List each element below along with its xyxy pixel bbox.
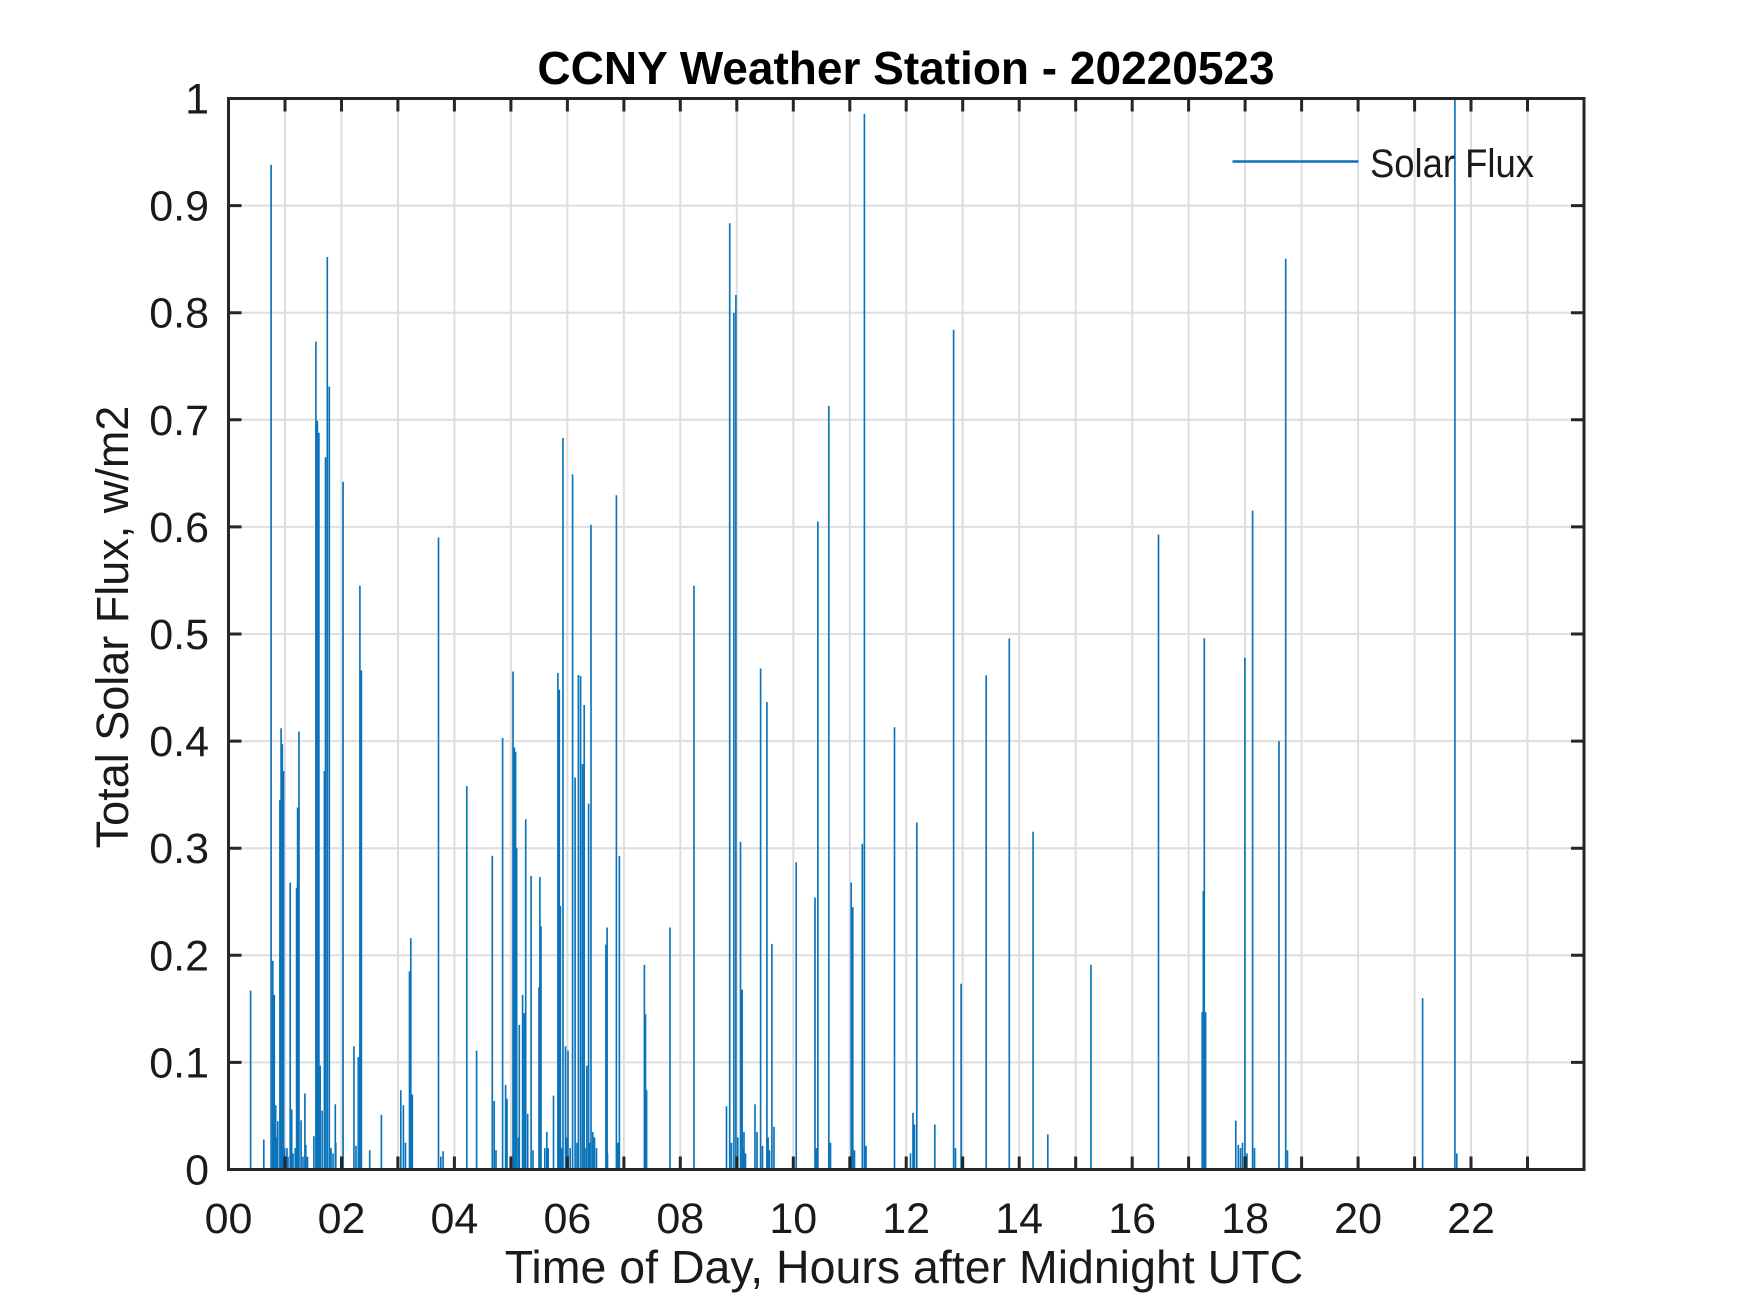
svg-text:12: 12	[882, 1195, 930, 1243]
svg-text:00: 00	[205, 1195, 253, 1243]
svg-text:0.2: 0.2	[149, 932, 209, 980]
svg-text:08: 08	[656, 1195, 704, 1243]
svg-text:02: 02	[318, 1195, 366, 1243]
svg-text:Total Solar Flux, w/m2: Total Solar Flux, w/m2	[87, 406, 138, 849]
svg-text:0.1: 0.1	[149, 1039, 209, 1087]
svg-text:0.9: 0.9	[149, 183, 209, 231]
svg-text:Time of Day, Hours after Midni: Time of Day, Hours after Midnight UTC	[505, 1241, 1303, 1293]
svg-text:06: 06	[543, 1195, 591, 1243]
svg-text:04: 04	[430, 1195, 478, 1243]
svg-text:20: 20	[1334, 1195, 1382, 1243]
svg-text:0: 0	[185, 1147, 209, 1195]
svg-text:0.5: 0.5	[149, 611, 209, 659]
svg-text:18: 18	[1221, 1195, 1269, 1243]
svg-text:0.6: 0.6	[149, 504, 209, 552]
svg-text:Solar Flux: Solar Flux	[1370, 142, 1534, 186]
svg-text:22: 22	[1447, 1195, 1495, 1243]
svg-text:0.4: 0.4	[149, 718, 209, 766]
svg-text:16: 16	[1108, 1195, 1156, 1243]
svg-text:10: 10	[769, 1195, 817, 1243]
svg-text:0.3: 0.3	[149, 825, 209, 873]
svg-text:14: 14	[995, 1195, 1043, 1243]
svg-text:0.8: 0.8	[149, 290, 209, 338]
svg-text:1: 1	[185, 76, 209, 124]
svg-text:CCNY Weather Station - 2022052: CCNY Weather Station - 20220523	[537, 42, 1274, 94]
svg-text:0.7: 0.7	[149, 397, 209, 445]
